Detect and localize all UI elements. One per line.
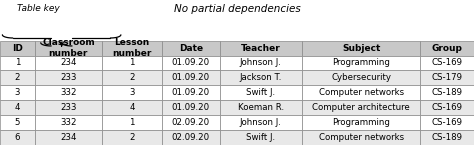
Text: No partial dependencies: No partial dependencies (173, 4, 301, 14)
Text: Table key: Table key (17, 4, 59, 13)
